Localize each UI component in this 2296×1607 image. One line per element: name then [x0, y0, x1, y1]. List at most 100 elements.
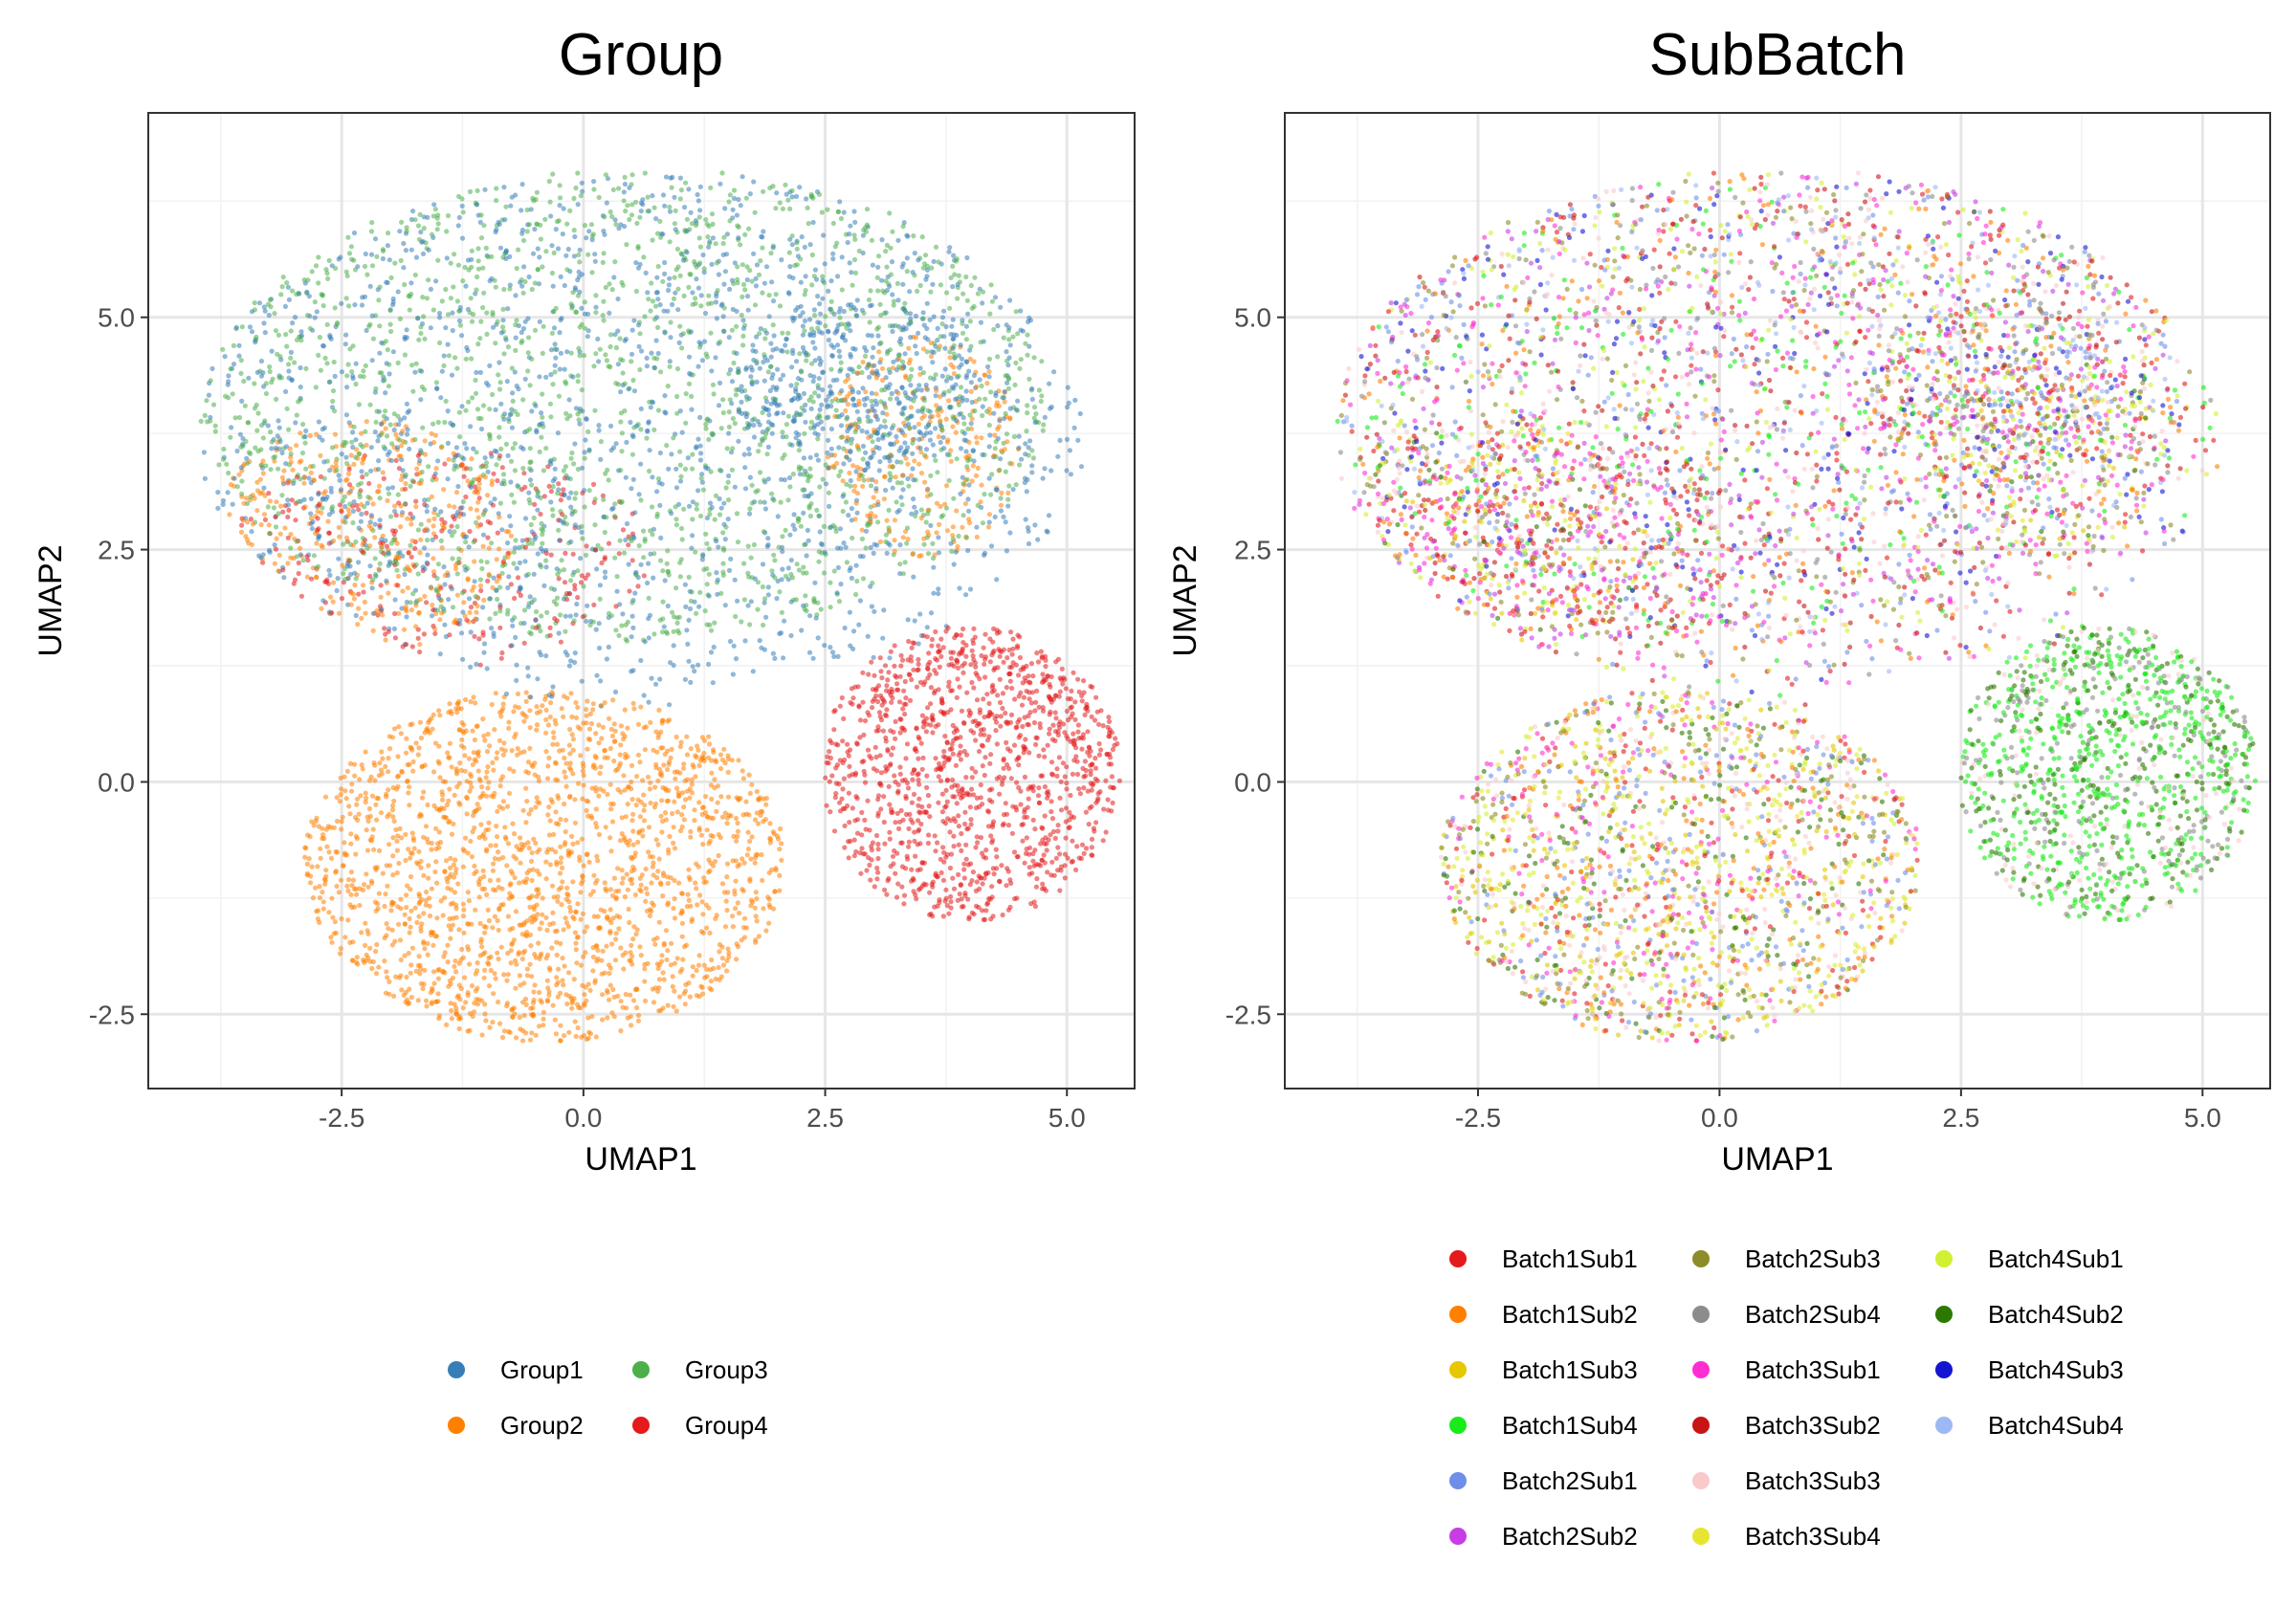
group-point — [968, 822, 974, 827]
group-point — [961, 437, 967, 443]
group-point — [622, 787, 628, 793]
group-point — [563, 628, 568, 634]
group-point — [918, 471, 925, 476]
group-point — [415, 635, 421, 641]
group-point — [396, 921, 402, 927]
group-point — [377, 561, 383, 566]
group-point — [647, 913, 653, 919]
group-point — [682, 676, 689, 683]
group-point — [418, 925, 424, 931]
group-point — [390, 296, 396, 301]
group-point — [1035, 793, 1042, 799]
group-point — [422, 593, 428, 600]
group-point — [725, 946, 731, 952]
group-point — [740, 333, 746, 339]
group-point — [476, 495, 482, 501]
group-point — [592, 547, 599, 553]
group-point — [465, 850, 471, 856]
group-point — [387, 307, 393, 314]
group-point — [622, 174, 628, 180]
group-point — [774, 190, 780, 196]
group-point — [336, 556, 342, 561]
group-point — [915, 868, 920, 873]
group-point — [995, 323, 1001, 329]
group-point — [695, 363, 701, 369]
group-point — [1019, 702, 1026, 708]
group-point — [529, 877, 535, 884]
group-point — [429, 494, 434, 499]
group-point — [550, 171, 556, 177]
group-point — [747, 474, 754, 480]
group-point — [549, 507, 556, 513]
group-point — [1001, 514, 1006, 520]
group-point — [735, 598, 740, 604]
group-point — [798, 279, 804, 285]
group-point — [998, 456, 1004, 462]
group-point — [377, 370, 383, 376]
group-point — [925, 705, 931, 711]
group-point — [724, 874, 730, 880]
group-point — [476, 805, 482, 811]
group-point — [229, 425, 234, 430]
group-point — [408, 908, 414, 914]
group-point — [349, 781, 355, 787]
group-point — [534, 795, 540, 801]
group-point — [1054, 773, 1060, 780]
group-point — [201, 450, 207, 455]
group-point — [567, 760, 573, 766]
group-point — [901, 701, 907, 707]
group-point — [862, 402, 868, 407]
group-point — [979, 435, 984, 441]
group-point — [689, 545, 695, 551]
group-point — [398, 257, 404, 263]
group-point — [903, 866, 909, 871]
group-point — [688, 903, 694, 909]
group-point — [740, 888, 746, 894]
group-point — [497, 500, 504, 506]
group-point — [887, 836, 893, 842]
group-point — [633, 288, 640, 295]
group-point — [446, 456, 452, 462]
group-point — [723, 898, 729, 904]
group-point — [944, 290, 950, 296]
group-point — [396, 422, 402, 428]
group-point — [442, 950, 448, 956]
group-point — [594, 825, 600, 830]
group-point — [848, 483, 853, 489]
group-point — [543, 876, 549, 882]
group-point — [505, 607, 511, 613]
group-point — [800, 332, 806, 338]
group-point — [527, 1037, 534, 1043]
group-point — [1064, 708, 1070, 715]
group-point — [586, 859, 592, 865]
group-point — [630, 936, 636, 942]
group-point — [982, 715, 987, 720]
group-point — [545, 952, 551, 958]
group-point — [959, 830, 964, 837]
group-point — [615, 866, 621, 871]
group-point — [535, 676, 541, 682]
group-point — [345, 539, 351, 544]
group-point — [221, 456, 227, 462]
group-point — [485, 493, 491, 498]
group-point — [547, 625, 553, 630]
group-point — [1089, 836, 1095, 843]
group-point — [529, 762, 535, 768]
group-point — [865, 460, 871, 466]
group-point — [670, 983, 675, 989]
group-point — [1006, 483, 1012, 489]
group-point — [1098, 747, 1104, 753]
group-point — [848, 223, 853, 229]
group-point — [920, 755, 926, 761]
group-point — [754, 379, 760, 385]
group-point — [490, 502, 497, 508]
group-point — [445, 341, 451, 347]
group-point — [571, 253, 578, 259]
group-point — [715, 800, 720, 805]
group-point — [676, 340, 682, 345]
group-point — [430, 569, 437, 575]
group-point — [941, 759, 947, 765]
group-point — [645, 580, 651, 586]
group-point — [695, 191, 700, 198]
group-point — [558, 350, 564, 356]
